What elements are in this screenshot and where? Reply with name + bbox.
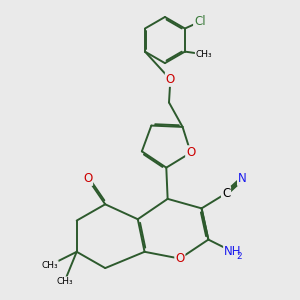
Text: O: O	[83, 172, 92, 185]
Text: O: O	[166, 73, 175, 86]
Text: CH₃: CH₃	[56, 277, 73, 286]
Text: CH₃: CH₃	[41, 261, 58, 270]
Text: CH₃: CH₃	[196, 50, 212, 59]
Text: C: C	[222, 187, 230, 200]
Text: O: O	[186, 146, 195, 159]
Text: NH: NH	[224, 245, 242, 258]
Text: Cl: Cl	[194, 15, 206, 28]
Text: 2: 2	[236, 252, 242, 261]
Text: O: O	[175, 252, 184, 265]
Text: N: N	[238, 172, 247, 185]
